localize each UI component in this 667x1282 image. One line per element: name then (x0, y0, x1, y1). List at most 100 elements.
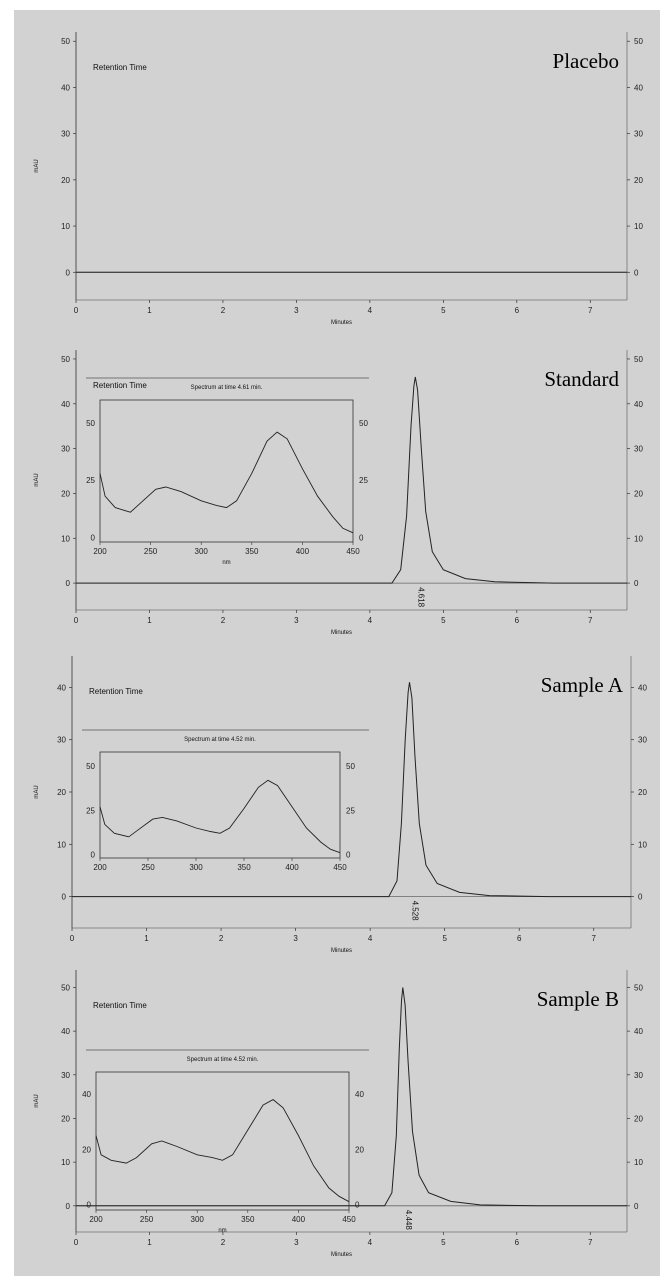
spectrum-inset: Spectrum at time 4.61 min.200 250 300 350 40… (86, 377, 369, 566)
y-tick-label: 20 (57, 788, 66, 797)
y-tick-label-right: 50 (634, 983, 643, 992)
inset-x-tick-label: 300 (189, 863, 203, 872)
inset-x-tick-label: 250 (144, 547, 158, 556)
y-tick-label-right: 10 (634, 1158, 643, 1167)
inset-y-tick-label: 50 (86, 419, 95, 428)
x-tick-label: 3 (294, 306, 299, 315)
y-tick-label: 50 (61, 355, 70, 364)
x-tick-label: 7 (588, 1238, 593, 1247)
x-axis-label: Minutes (331, 320, 352, 326)
y-axis-label: mAU (34, 159, 40, 172)
y-tick-label-right: 10 (638, 840, 647, 849)
y-tick-label: 10 (61, 534, 70, 543)
y-tick-label: 40 (61, 400, 70, 409)
chromatogram-panel-3: 0 0 10 10 20 20 30 30 40 40 50 50 0 1 2 3 4 5 6 7 Minutes mAU… (34, 970, 643, 1258)
inset-x-tick-label: 200 (93, 547, 107, 556)
inset-y-tick-label: 50 (86, 762, 95, 771)
x-tick-label: 4 (368, 306, 373, 315)
x-tick-label: 6 (517, 934, 522, 943)
y-tick-label-right: 40 (634, 83, 643, 92)
x-tick-label: 3 (294, 616, 299, 625)
inset-frame (99, 751, 341, 859)
chromatogram-trace (72, 682, 631, 898)
inset-y-tick-label: 20 (82, 1145, 91, 1154)
inset-x-axis-label: nm (218, 1228, 226, 1234)
inset-x-tick-label: 400 (296, 547, 310, 556)
x-tick-label: 4 (368, 934, 373, 943)
panel-title: Placebo (553, 49, 619, 73)
x-tick-label: 3 (294, 1238, 299, 1247)
y-tick-label: 10 (61, 1158, 70, 1167)
x-tick-label: 7 (588, 306, 593, 315)
inset-y-tick-label-right: 50 (359, 419, 368, 428)
x-axis-label: Minutes (331, 1252, 352, 1258)
y-tick-label-right: 0 (638, 893, 643, 902)
y-tick-label: 50 (61, 37, 70, 46)
y-tick-label: 20 (61, 176, 70, 185)
inset-x-tick-label: 200 (89, 1215, 103, 1224)
y-tick-label: 50 (61, 983, 70, 992)
y-tick-label-right: 50 (634, 355, 643, 364)
y-tick-label-right: 20 (634, 1114, 643, 1123)
inset-x-tick-label: 350 (237, 863, 251, 872)
x-tick-label: 0 (74, 306, 79, 315)
x-tick-label: 7 (588, 616, 593, 625)
inset-y-tick-label: 0 (91, 850, 96, 859)
x-tick-label: 3 (293, 934, 298, 943)
y-tick-label: 0 (66, 1202, 71, 1211)
y-tick-label-right: 20 (634, 489, 643, 498)
x-tick-label: 0 (74, 616, 79, 625)
y-tick-label: 30 (57, 736, 66, 745)
y-tick-label: 30 (61, 445, 70, 454)
y-tick-label: 40 (61, 1027, 70, 1036)
inset-x-tick-label: 450 (346, 547, 360, 556)
panel-title: Sample B (537, 987, 619, 1011)
y-tick-label-right: 50 (634, 37, 643, 46)
y-tick-label-right: 40 (634, 400, 643, 409)
y-tick-label: 40 (61, 83, 70, 92)
x-tick-label: 2 (221, 306, 226, 315)
x-tick-label: 7 (592, 934, 597, 943)
y-axis-label: mAU (34, 473, 40, 486)
inset-y-tick-label-right: 25 (359, 476, 368, 485)
inset-y-tick-label-right: 50 (346, 762, 355, 771)
spectrum-inset: Spectrum at time 4.52 min.200 250 300 350 40… (82, 1049, 369, 1234)
spectrum-inset: Spectrum at time 4.52 min.200 250 300 350 40… (82, 729, 369, 872)
y-tick-label-right: 10 (634, 222, 643, 231)
y-tick-label-right: 0 (634, 268, 639, 277)
uv-spectrum-trace (95, 1099, 350, 1203)
inset-y-tick-label: 25 (86, 806, 95, 815)
y-tick-label: 0 (66, 268, 71, 277)
y-tick-label: 10 (61, 222, 70, 231)
uv-spectrum-trace (99, 779, 341, 854)
inset-frame (95, 1071, 350, 1211)
y-tick-label: 30 (61, 1071, 70, 1080)
x-tick-label: 2 (219, 934, 224, 943)
inset-title: Spectrum at time 4.61 min. (191, 385, 263, 391)
y-tick-label-right: 30 (634, 1071, 643, 1080)
y-tick-label-right: 10 (634, 534, 643, 543)
inset-x-tick-label: 300 (195, 547, 209, 556)
inset-y-tick-label-right: 25 (346, 806, 355, 815)
y-tick-label-right: 40 (638, 683, 647, 692)
uv-spectrum-trace (99, 431, 354, 534)
x-tick-label: 1 (147, 306, 152, 315)
x-tick-label: 4 (368, 616, 373, 625)
y-tick-label-right: 30 (638, 736, 647, 745)
inset-x-tick-label: 400 (292, 1215, 306, 1224)
panel-title: Sample A (541, 673, 624, 697)
inset-x-tick-label: 200 (93, 863, 107, 872)
peak-retention-label: 4.448 (404, 1210, 413, 1231)
x-tick-label: 6 (515, 616, 520, 625)
inset-x-tick-label: 300 (191, 1215, 205, 1224)
inset-y-tick-label: 0 (91, 533, 96, 542)
x-tick-label: 4 (368, 1238, 373, 1247)
inset-y-tick-label-right: 20 (355, 1145, 364, 1154)
retention-time-label: Retention Time (93, 63, 147, 72)
x-tick-label: 5 (442, 934, 447, 943)
inset-title: Spectrum at time 4.52 min. (184, 737, 256, 743)
inset-y-tick-label: 40 (82, 1090, 91, 1099)
inset-x-tick-label: 350 (241, 1215, 255, 1224)
y-axis-label: mAU (34, 785, 40, 798)
